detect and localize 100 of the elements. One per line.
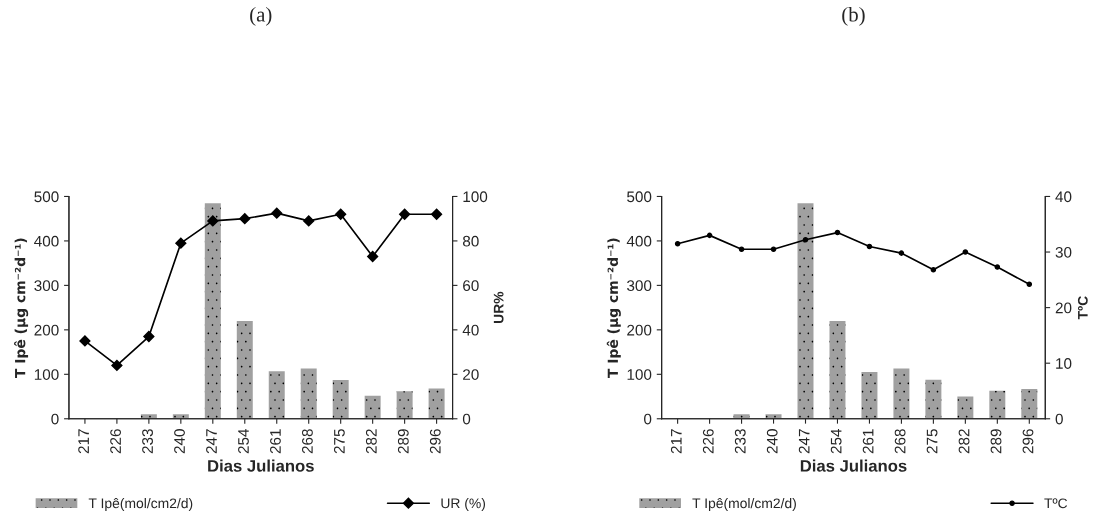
legend-label: T Ipê(mol/cm2/d) [88, 497, 193, 511]
point [239, 213, 251, 225]
y2-axis-title: TºC [1077, 296, 1088, 320]
y-tick-label: 0 [644, 413, 652, 425]
bar [300, 368, 317, 419]
point [674, 240, 681, 247]
point [770, 246, 777, 253]
y2-tick-label: 40 [462, 324, 479, 336]
point [175, 237, 187, 249]
point [335, 208, 347, 220]
point [706, 232, 713, 239]
point [834, 229, 841, 236]
x-tick-label: 282 [365, 429, 377, 454]
y2-tick-label: 40 [1055, 191, 1072, 203]
chart-title: (a) [250, 6, 272, 26]
bar [797, 203, 814, 419]
y-tick-label: 300 [627, 280, 652, 292]
point [367, 250, 379, 263]
point [430, 208, 443, 220]
y-tick-label: 500 [627, 191, 652, 203]
y2-tick-label: 0 [462, 413, 471, 425]
point [207, 215, 219, 227]
y2-tick-label: 20 [463, 369, 479, 380]
y2-tick-label: 0 [1055, 413, 1063, 425]
bar [332, 380, 349, 419]
point [271, 207, 283, 219]
bar [268, 371, 285, 419]
bar [236, 320, 253, 419]
bar [1021, 388, 1038, 419]
x-tick-label: 247 [206, 429, 217, 454]
x-tick-label: 289 [397, 429, 409, 454]
x-tick-label: 217 [670, 429, 682, 454]
point [1026, 281, 1033, 288]
x-tick-label: 247 [798, 429, 810, 454]
bar [172, 414, 189, 419]
x-tick-label: 226 [110, 429, 121, 454]
y-tick-label: 100 [627, 369, 652, 380]
x-tick-label: 254 [830, 428, 842, 454]
bar [989, 390, 1006, 419]
y-axis-title: T Ipê (µg cm⁻²d⁻¹) [14, 238, 29, 378]
chart-title: (b) [842, 6, 865, 26]
point [303, 215, 315, 227]
bar [861, 372, 878, 419]
bar [364, 395, 381, 419]
point [930, 267, 937, 273]
point [962, 249, 969, 255]
x-tick-label: 217 [78, 429, 89, 454]
x-tick-label: 233 [734, 429, 746, 454]
point [143, 330, 155, 343]
x-tick-label: 275 [333, 429, 345, 454]
y-tick-label: 300 [34, 280, 59, 292]
bar [765, 414, 782, 419]
x-tick-label: 268 [302, 429, 313, 454]
legend-label: TºC [1044, 498, 1068, 509]
y2-tick-label: 60 [463, 280, 479, 292]
y2-tick-label: 30 [1055, 246, 1072, 258]
x-tick-label: 261 [270, 429, 281, 454]
y-tick-label: 400 [34, 235, 59, 247]
x-tick-label: 282 [958, 429, 970, 454]
bar [829, 320, 846, 419]
x-axis-title: Dias Julianos [208, 459, 314, 472]
bar [204, 203, 221, 419]
legend-label: T Ipê(mol/cm2/d) [692, 497, 796, 511]
x-tick-label: 268 [894, 429, 906, 454]
x-tick-label: 240 [174, 429, 185, 454]
point [738, 246, 745, 253]
bar [140, 414, 157, 419]
bar [396, 391, 413, 419]
y2-tick-label: 80 [462, 235, 479, 247]
x-tick-label: 261 [862, 429, 874, 454]
bar [957, 396, 974, 419]
x-tick-label: 275 [926, 429, 938, 454]
x-axis-title: Dias Julianos [800, 459, 907, 472]
point [994, 264, 1001, 270]
y-tick-label: 200 [627, 324, 652, 336]
y2-axis-title: UR% [493, 291, 504, 323]
x-tick-label: 226 [702, 429, 714, 454]
y2-tick-label: 10 [1056, 358, 1072, 369]
point [898, 250, 905, 256]
point [399, 208, 411, 220]
y-tick-label: 100 [34, 369, 59, 380]
x-tick-label: 254 [238, 428, 249, 454]
legend-label: UR (%) [441, 498, 486, 511]
y2-tick-label: 100 [463, 191, 488, 203]
x-tick-label: 240 [766, 429, 778, 454]
y-axis-title: T Ipê (µg cm⁻²d⁻¹) [606, 238, 621, 378]
point [111, 359, 123, 372]
bar [733, 414, 750, 419]
point [802, 237, 809, 243]
x-tick-label: 296 [1022, 429, 1034, 454]
bar [925, 379, 942, 419]
x-tick-label: 233 [142, 429, 153, 454]
point [79, 335, 91, 347]
bar [428, 388, 445, 419]
y2-tick-label: 20 [1055, 302, 1072, 314]
bar [893, 368, 910, 419]
point [866, 243, 873, 250]
x-tick-label: 289 [990, 429, 1002, 454]
y-tick-label: 500 [34, 191, 59, 203]
y-tick-label: 200 [34, 324, 59, 336]
